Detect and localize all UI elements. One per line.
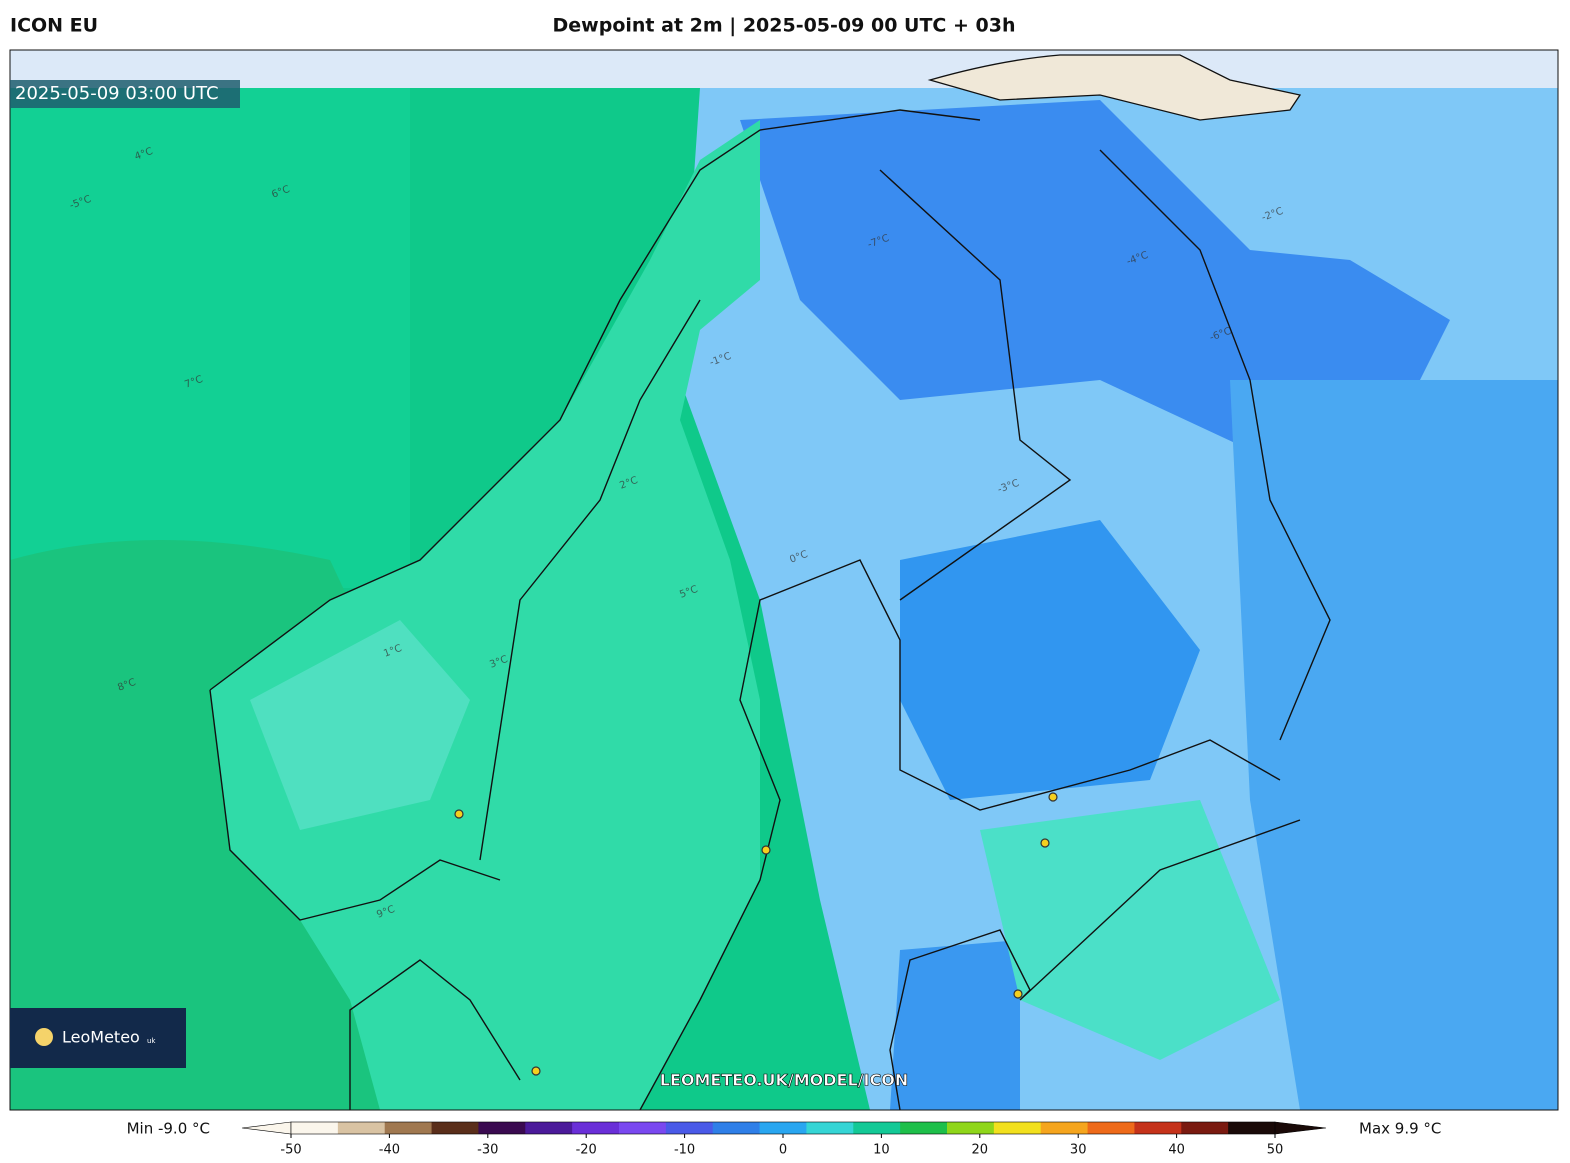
valid-time: 2025-05-09 03:00 UTC <box>15 83 219 104</box>
baltics-warm <box>980 800 1280 1060</box>
coastline <box>349 959 521 1110</box>
colorbar-segment <box>1228 1122 1276 1134</box>
colorbar-segment <box>759 1122 807 1134</box>
colorbar-tick-label: 30 <box>1070 1143 1087 1158</box>
colorbar-segment <box>384 1122 433 1134</box>
logo: LeoMeteo <box>62 1028 140 1047</box>
city <box>454 809 464 819</box>
colorbar-tick-label: 20 <box>972 1143 989 1158</box>
colorbar-segment <box>572 1122 620 1134</box>
colorbar-segment <box>619 1122 667 1134</box>
no-data-band <box>10 50 1558 88</box>
colorbar-segment <box>525 1122 573 1134</box>
colorbar-segment <box>1181 1122 1229 1134</box>
colorbar-segment <box>853 1122 901 1134</box>
coastline <box>209 109 981 691</box>
colorbar-tick-label: 10 <box>873 1143 890 1158</box>
cold-finland <box>900 520 1200 800</box>
land-east <box>1230 380 1558 1110</box>
coastline <box>639 559 1281 1110</box>
colorbar-segment <box>806 1122 854 1134</box>
colorbar: -50 -40 -30 -20 -10 0 10 20 30 40 50 <box>241 1121 1327 1158</box>
city <box>1040 838 1050 848</box>
colorbar-segment <box>431 1122 479 1134</box>
city <box>1048 792 1058 802</box>
borders <box>209 109 1331 1110</box>
city <box>761 845 771 855</box>
colorbar-segment <box>1040 1122 1089 1134</box>
colorbar-tick-label: 50 <box>1267 1143 1284 1158</box>
border <box>879 169 1072 601</box>
model-name: ICON EU <box>10 15 98 37</box>
city <box>531 1066 541 1076</box>
colorbar-tick-label: 0 <box>779 1143 787 1158</box>
colorbar-segment <box>1134 1122 1182 1134</box>
map-frame <box>9 49 1559 1111</box>
colorbar-segment <box>712 1122 761 1134</box>
coast <box>927 54 1302 121</box>
colorbar-tip <box>1274 1121 1327 1135</box>
colorbar-tick-label: -50 <box>280 1143 301 1158</box>
colorbar-segment <box>291 1122 339 1134</box>
colorbar-tick-label: -30 <box>477 1143 498 1158</box>
colorbar-segment <box>900 1122 948 1134</box>
city <box>1013 989 1023 999</box>
colorbar-tip <box>241 1121 292 1135</box>
colorbar-tick-label: -10 <box>674 1143 695 1158</box>
time-box <box>10 80 240 108</box>
logo-suffix: uk <box>147 1037 156 1045</box>
cold-north <box>740 100 1450 450</box>
border <box>479 299 701 861</box>
colorbar-segment <box>478 1122 526 1134</box>
watermark: LEOMETEO.UK/MODEL/ICON <box>660 1071 908 1090</box>
colorbar-tick-label: -20 <box>576 1143 597 1158</box>
sea-north <box>10 88 410 588</box>
colorbar-segment <box>993 1122 1042 1134</box>
logo-sun <box>35 1028 53 1046</box>
map: 4°C5°C6°C7°C8°C9°C3°C1°C-1°C-2°C-3°C-4°C… <box>10 50 1558 1110</box>
mountains <box>250 620 470 830</box>
baltic-cold <box>890 940 1020 1110</box>
colorbar-tick-label: 40 <box>1168 1143 1185 1158</box>
border <box>1099 149 1331 741</box>
map-title: Dewpoint at 2m | 2025-05-09 00 UTC + 03h <box>553 15 1016 37</box>
min-label: Min -9.0 °C <box>127 1120 210 1138</box>
colorbar-segment <box>337 1122 386 1134</box>
max-label: Max 9.9 °C <box>1359 1120 1441 1138</box>
scandinavia-west <box>210 120 760 1110</box>
coastline <box>209 689 501 921</box>
coastline <box>889 819 1301 1110</box>
cities <box>454 792 1058 1076</box>
colorbar-segment <box>947 1122 995 1134</box>
colorbar-segment <box>1087 1122 1135 1134</box>
colorbar-tick-label: -40 <box>379 1143 400 1158</box>
colorbar-segment <box>665 1122 714 1134</box>
